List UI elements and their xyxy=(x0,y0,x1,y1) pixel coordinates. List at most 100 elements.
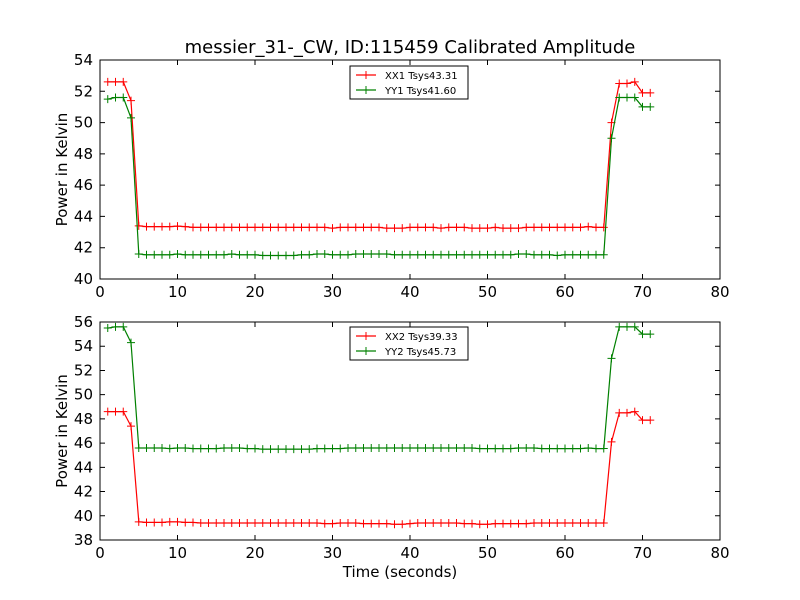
x-tick-label: 70 xyxy=(633,283,652,301)
data-point xyxy=(444,519,453,528)
data-point xyxy=(406,443,414,452)
y-tick-label: 52 xyxy=(74,82,93,100)
data-point xyxy=(468,443,476,452)
y-axis-label: Power in Kelvin xyxy=(53,374,71,488)
data-point xyxy=(491,250,500,259)
data-point xyxy=(258,445,267,454)
data-point xyxy=(243,444,252,453)
data-point xyxy=(189,444,197,453)
data-point xyxy=(351,249,360,258)
data-point xyxy=(235,519,244,528)
x-tick-label: 30 xyxy=(323,544,342,562)
data-point xyxy=(313,519,321,528)
data-point xyxy=(437,443,445,452)
data-point xyxy=(630,322,639,331)
data-point xyxy=(646,416,655,425)
data-point xyxy=(522,249,531,258)
data-point xyxy=(530,223,538,232)
x-axis-label: Time (seconds) xyxy=(342,563,458,581)
data-point xyxy=(437,224,445,233)
data-point xyxy=(227,519,236,528)
data-point xyxy=(181,518,190,527)
data-point xyxy=(444,223,453,232)
data-point xyxy=(227,223,236,232)
data-point xyxy=(328,519,337,528)
data-point xyxy=(320,519,329,528)
data-point xyxy=(452,519,461,528)
data-point xyxy=(615,79,624,88)
data-point xyxy=(561,519,569,528)
data-point xyxy=(437,250,445,259)
legend-box xyxy=(349,65,469,100)
data-point xyxy=(251,444,259,453)
data-point xyxy=(251,223,259,232)
y-tick-label: 38 xyxy=(74,531,93,549)
bottom-plot: 0 10 20 30 40 50 60 70 80 38 40 42 44 46 48 50 52 54 56 Pow… xyxy=(53,313,730,581)
data-point xyxy=(545,444,554,453)
data-point xyxy=(568,223,577,232)
data-point xyxy=(127,113,135,122)
data-point xyxy=(266,223,275,232)
data-point xyxy=(282,519,290,528)
x-tick-label: 70 xyxy=(633,544,652,562)
data-point xyxy=(592,250,600,259)
data-point xyxy=(189,223,197,232)
data-point xyxy=(413,443,422,452)
data-point xyxy=(165,517,174,526)
data-point xyxy=(413,223,422,232)
data-point xyxy=(421,250,430,259)
data-point xyxy=(103,95,112,104)
x-tick-label: 80 xyxy=(710,283,729,301)
data-point xyxy=(568,519,577,528)
data-point xyxy=(460,519,469,528)
data-point xyxy=(398,224,407,233)
data-point xyxy=(437,519,445,528)
data-point xyxy=(584,250,593,259)
data-point xyxy=(235,223,244,232)
data-point xyxy=(545,519,554,528)
data-point xyxy=(599,444,608,453)
data-point xyxy=(483,250,492,259)
data-point xyxy=(367,443,376,452)
data-point xyxy=(584,519,593,528)
data-point xyxy=(204,250,213,259)
data-point xyxy=(623,408,631,417)
data-point xyxy=(390,250,399,259)
legend-marker xyxy=(362,86,370,94)
data-point xyxy=(158,222,166,231)
data-point xyxy=(522,223,531,232)
data-point xyxy=(568,250,577,259)
data-point xyxy=(499,444,507,453)
data-point xyxy=(406,519,414,528)
data-point xyxy=(150,250,159,259)
data-point xyxy=(320,223,329,232)
data-point xyxy=(576,250,585,259)
data-point xyxy=(127,422,135,431)
data-point xyxy=(429,443,438,452)
data-point xyxy=(359,249,368,258)
legend-label: XX1 Tsys43.31 xyxy=(385,71,458,82)
data-point xyxy=(390,520,399,529)
data-point xyxy=(212,519,221,528)
data-point xyxy=(289,251,298,260)
data-point xyxy=(475,250,484,259)
data-point xyxy=(375,249,383,258)
data-point xyxy=(398,443,407,452)
data-point xyxy=(584,443,593,452)
data-point xyxy=(150,222,159,231)
data-point xyxy=(282,223,290,232)
data-point xyxy=(382,224,391,233)
data-point xyxy=(212,223,221,232)
data-point xyxy=(646,88,655,97)
data-point xyxy=(553,444,562,453)
data-point xyxy=(561,444,569,453)
series-line-2 xyxy=(107,96,651,257)
data-point xyxy=(251,519,259,528)
x-tick-label: 50 xyxy=(478,283,497,301)
legend-marker xyxy=(362,332,370,340)
y-tick-label: 44 xyxy=(74,458,93,476)
legend-label: XX2 Tsys39.33 xyxy=(385,332,458,343)
data-point xyxy=(297,223,306,232)
data-point xyxy=(561,223,569,232)
data-point xyxy=(282,251,290,260)
